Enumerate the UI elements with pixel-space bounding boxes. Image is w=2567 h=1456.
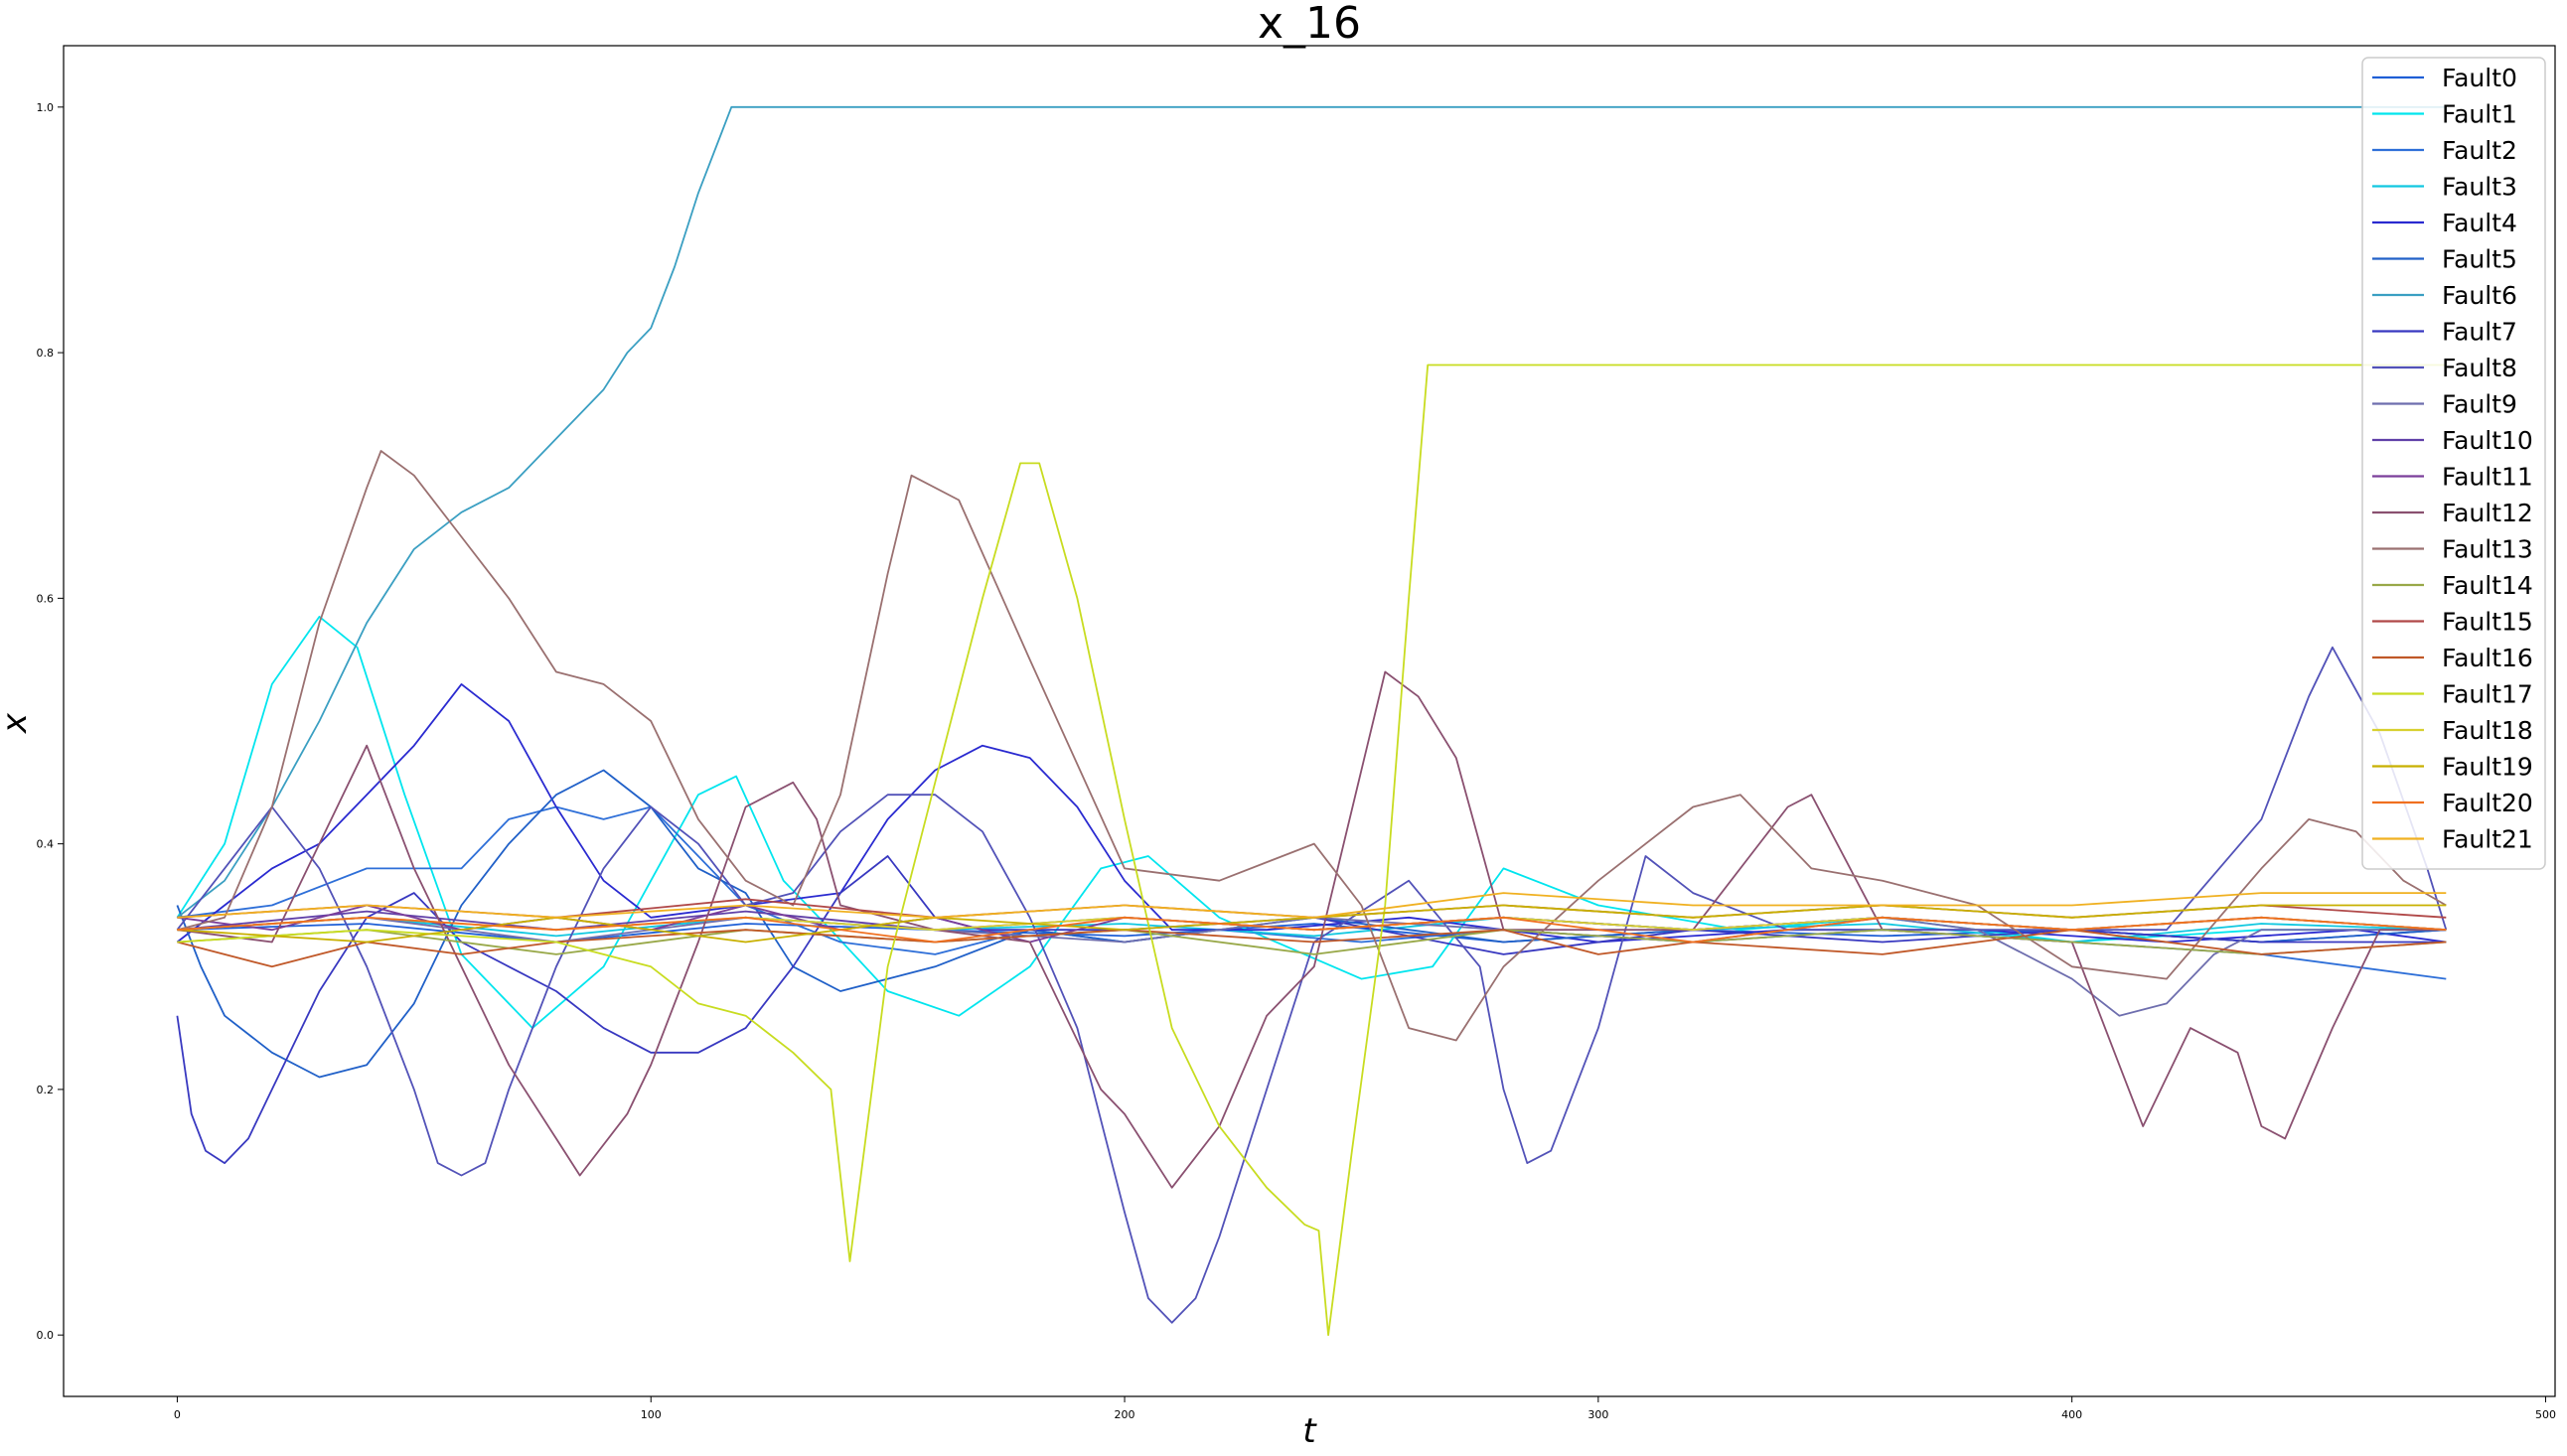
series-line-fault14 [177,929,2447,955]
legend-label: Fault9 [2442,390,2517,419]
legend-label: Fault0 [2442,64,2517,92]
series-line-fault17 [177,364,2447,1337]
y-tick-label: 0.4 [37,838,55,851]
plot-area [176,105,2448,1337]
legend-label: Fault17 [2442,680,2533,709]
legend-label: Fault8 [2442,354,2517,382]
series-line-fault5 [176,769,2447,1079]
x-tick-label: 500 [2535,1408,2556,1421]
legend-box [2361,57,2546,870]
legend-label: Fault19 [2442,753,2533,782]
legend-label: Fault13 [2442,535,2533,564]
legend-label: Fault5 [2442,245,2517,274]
legend-label: Fault12 [2442,499,2533,527]
chart-title: x_16 [1258,0,1361,49]
legend: Fault0 Fault1 Fault2 Fault3 Fault4 Fault5 Faul… [2361,57,2546,870]
x-tick-label: 200 [1115,1408,1135,1421]
legend-label: Fault18 [2442,716,2533,745]
x-tick-label: 400 [2061,1408,2082,1421]
legend-label: Fault21 [2442,825,2533,854]
x-tick-label: 0 [174,1408,181,1421]
y-tick-label: 0.2 [37,1084,55,1096]
series-line-fault20 [177,916,2447,944]
series-line-fault12 [177,670,2447,1189]
legend-label: Fault14 [2442,571,2533,600]
x-axis-label: t [1302,1411,1317,1451]
axes-frame [63,45,2556,1397]
y-tick-label: 1.0 [37,101,55,114]
legend-label: Fault15 [2442,608,2533,637]
legend-label: Fault11 [2442,463,2533,492]
series-line-fault16 [177,929,2447,968]
legend-label: Fault10 [2442,426,2533,455]
legend-label: Fault4 [2442,209,2517,237]
legend-label: Fault20 [2442,789,2533,817]
series-line-fault6 [176,105,2447,919]
x-tick-label: 100 [641,1408,662,1421]
legend-label: Fault6 [2442,281,2517,310]
series-line-fault21 [177,892,2447,919]
legend-label: Fault3 [2442,173,2517,202]
legend-label: Fault1 [2442,100,2517,129]
y-axis-label: x [0,712,35,734]
y-tick-label: 0.0 [37,1329,55,1342]
series-line-fault1 [176,616,2447,1029]
legend-label: Fault16 [2442,644,2533,672]
legend-label: Fault2 [2442,136,2517,165]
y-tick-label: 0.8 [37,347,55,360]
x-tick-label: 300 [1587,1408,1608,1421]
legend-label: Fault7 [2442,318,2517,347]
y-tick-label: 0.6 [37,592,55,605]
axes: 0 100 200 300 400 500 0.0 0.2 0.4 0.6 0.8 1.0 [37,45,2556,1421]
